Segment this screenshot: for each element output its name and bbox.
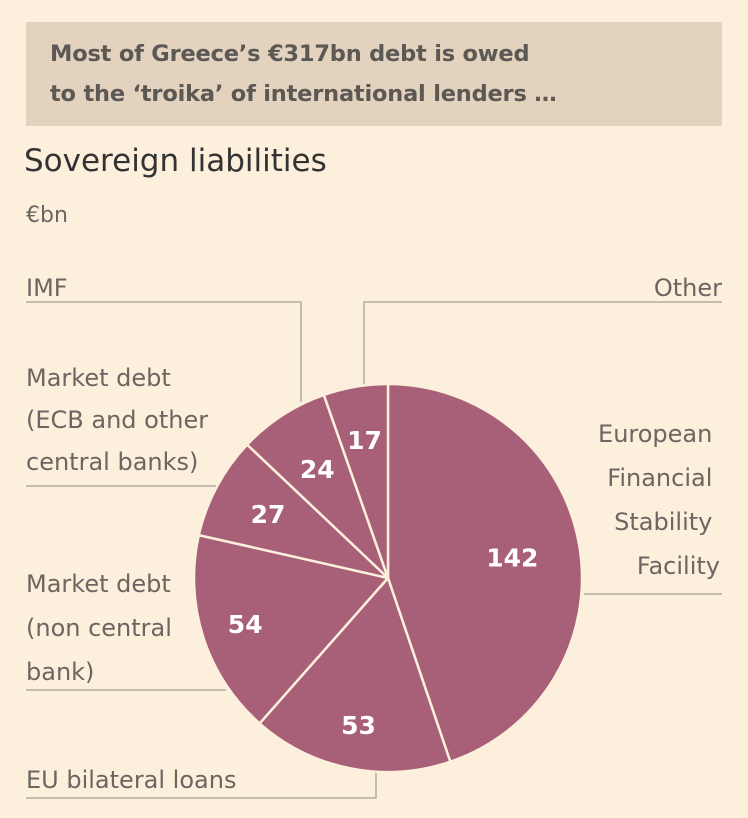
value-label-imf: 24 [300, 455, 335, 484]
value-label-other: 17 [347, 426, 382, 455]
pie-slice-other [322, 382, 390, 580]
value-label-market-debt-ecb-and-other-central-banks: 27 [251, 500, 286, 529]
label-imf: IMF [26, 274, 68, 302]
label-eu-bilateral: EU bilateral loans [26, 766, 236, 794]
headline-line-2: to the ‘troika’ of international lenders… [50, 81, 557, 107]
leader-imf [26, 301, 302, 402]
pie-slice-european-financial-stability-facility [386, 382, 584, 763]
headline-line-1: Most of Greece’s €317bn debt is owed [50, 41, 530, 67]
chart-unit: €bn [26, 203, 68, 228]
pie-slice-market-debt-ecb-and-other-central-banks [197, 443, 390, 580]
chart-title: Sovereign liabilities [24, 143, 327, 179]
value-label-eu-bilateral-loans: 53 [341, 711, 376, 740]
leader-other [363, 301, 722, 384]
value-label-european-financial-stability-facility: 142 [486, 544, 538, 573]
pie-slice-eu-bilateral-loans [258, 576, 452, 774]
pie-slice-market-debt-non-central-bank [192, 533, 390, 725]
label-market-debt-ecb: Market debt (ECB and other central banks… [26, 364, 216, 476]
leader-lines [26, 301, 722, 799]
label-efsf: European Financial Stability Facility [598, 420, 720, 580]
headline-banner: Most of Greece’s €317bn debt is owed to … [26, 22, 722, 126]
label-other: Other [654, 274, 722, 302]
value-label-market-debt-non-central-bank: 54 [228, 610, 263, 639]
label-market-debt-non-central: Market debt (non central bank) [26, 570, 180, 686]
leader-eu-bilateral [26, 772, 377, 799]
